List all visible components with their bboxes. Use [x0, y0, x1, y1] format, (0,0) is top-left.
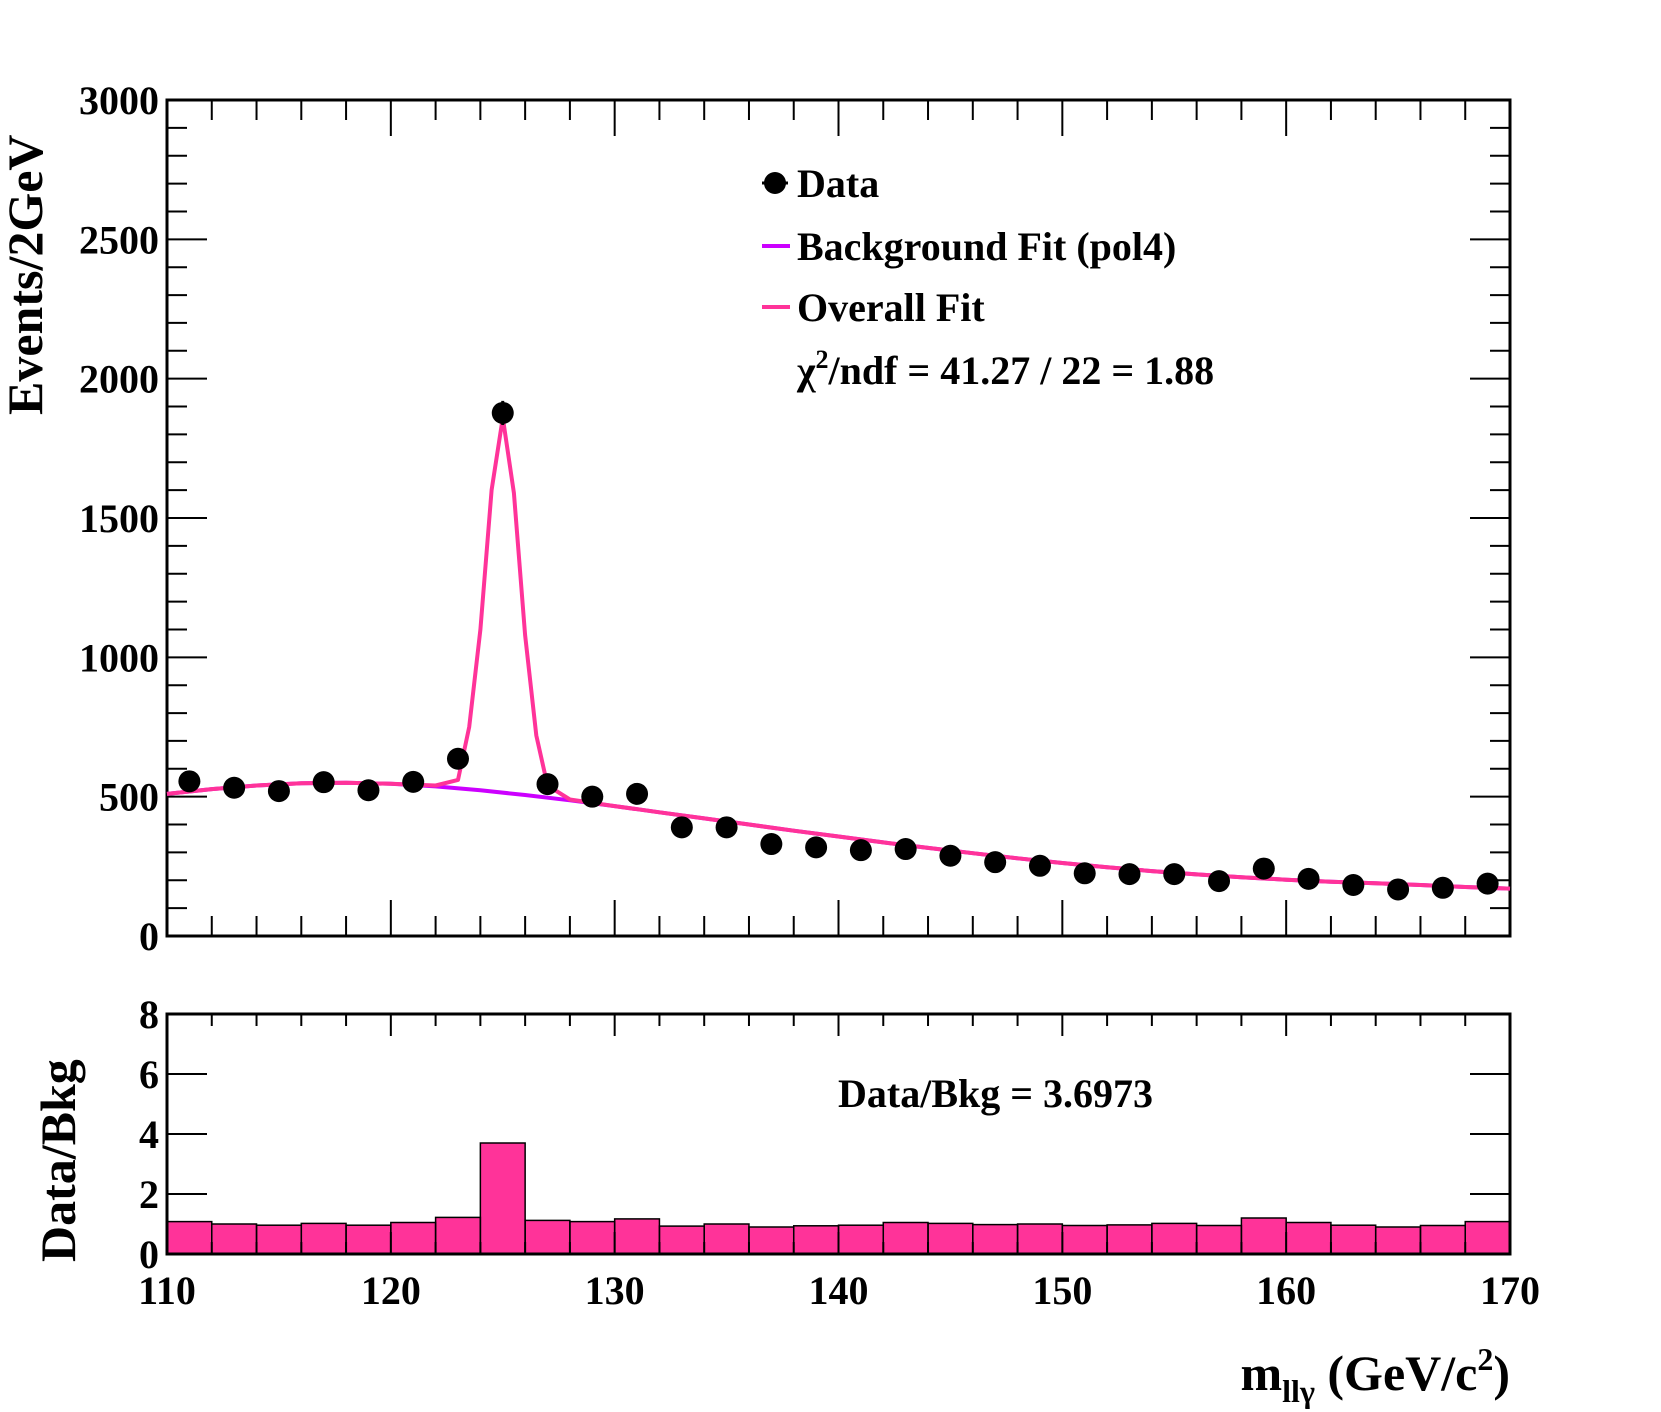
- main-data-points: [178, 400, 1499, 901]
- main-y-tick-label: 2500: [79, 217, 159, 262]
- ratio-y-tick-label: 6: [139, 1052, 159, 1097]
- ratio-y-tick-label: 4: [139, 1112, 159, 1157]
- main-y-tick-label: 0: [139, 914, 159, 959]
- legend-background-label: Background Fit (pol4): [797, 224, 1176, 269]
- main-y-tick-label: 1500: [79, 496, 159, 541]
- data-point: [1073, 862, 1096, 885]
- data-point: [939, 844, 962, 867]
- data-point: [1297, 867, 1320, 890]
- ratio-plot-frame: [165, 1012, 1512, 1256]
- data-point: [760, 833, 783, 856]
- data-point: [849, 839, 872, 862]
- x-axis-title: mllγ (GeV/c2): [1241, 1341, 1511, 1409]
- legend-entry-background-fit: Background Fit (pol4): [762, 224, 1176, 269]
- data-point: [1163, 863, 1186, 886]
- data-point: [178, 770, 201, 793]
- ratio-x-tick-label: 140: [809, 1268, 869, 1313]
- ratio-x-tick-label: 160: [1256, 1268, 1316, 1313]
- chi2-superscript: 2: [815, 345, 828, 374]
- ratio-y-ticks: 0 2 4 6 8: [139, 992, 1510, 1277]
- main-y-tick-label: 3000: [79, 78, 159, 123]
- data-point: [223, 776, 246, 799]
- ratio-histogram-fill: [167, 1143, 1510, 1254]
- data-point: [491, 401, 514, 424]
- data-point: [1387, 878, 1410, 901]
- legend-entry-data: Data: [762, 161, 879, 206]
- legend: Data Background Fit (pol4) Overall Fit χ…: [762, 161, 1214, 393]
- main-y-tick-label: 2000: [79, 357, 159, 402]
- main-panel: 0 500 1000 1500 2000 2500 3000 Events/2GeV Dat…: [0, 78, 1512, 959]
- main-y-axis-title: Events/2GeV: [0, 134, 53, 415]
- ratio-annotation: Data/Bkg = 3.6973: [838, 1071, 1153, 1116]
- data-point: [1252, 857, 1275, 880]
- x-axis-title-subscript: llγ: [1282, 1373, 1315, 1409]
- ratio-x-tick-label: 170: [1480, 1268, 1540, 1313]
- main-y-ticks: 0 500 1000 1500 2000 2500 3000: [79, 78, 1510, 959]
- x-axis-title-superscript: 2: [1477, 1341, 1493, 1377]
- legend-data-label: Data: [797, 161, 879, 206]
- data-point: [1118, 863, 1141, 886]
- ratio-y-tick-label: 2: [139, 1172, 159, 1217]
- x-axis-title-close: ): [1493, 1345, 1510, 1401]
- data-point: [1342, 874, 1365, 897]
- data-point: [1476, 872, 1499, 895]
- legend-overall-label: Overall Fit: [797, 285, 985, 330]
- data-point: [446, 747, 469, 770]
- legend-chi2-text: χ2/ndf = 41.27 / 22 = 1.88: [796, 345, 1214, 393]
- ratio-x-ticks: 110 120 130 140 150 160 170: [138, 1014, 1540, 1313]
- legend-entry-overall-fit: Overall Fit: [762, 285, 985, 330]
- data-point: [670, 816, 693, 839]
- data-point: [1431, 876, 1454, 899]
- data-point: [626, 782, 649, 805]
- ratio-x-tick-label: 130: [585, 1268, 645, 1313]
- x-axis-title-main: m: [1241, 1345, 1283, 1401]
- legend-data-marker: [764, 172, 786, 194]
- data-point: [267, 780, 290, 803]
- x-axis-title-unit: (GeV/c: [1315, 1345, 1477, 1401]
- ratio-x-tick-label: 110: [138, 1268, 196, 1313]
- overall-fit-curve: [166, 415, 1511, 891]
- ratio-x-tick-label: 150: [1032, 1268, 1092, 1313]
- data-point: [402, 770, 425, 793]
- ratio-y-tick-label: 8: [139, 992, 159, 1037]
- main-y-tick-label: 500: [99, 775, 159, 820]
- chi2-value: /ndf = 41.27 / 22 = 1.88: [827, 348, 1214, 393]
- ratio-y-tick-label: 0: [139, 1232, 159, 1277]
- data-point: [894, 838, 917, 861]
- data-point: [581, 785, 604, 808]
- data-point: [1208, 870, 1231, 893]
- ratio-panel: 0 2 4 6 8 110 120 130 140 150 160 170 Data/Bkg Dat…: [30, 992, 1540, 1313]
- data-point: [715, 816, 738, 839]
- main-x-ticks: [166, 100, 1511, 936]
- data-point: [357, 779, 380, 802]
- chi2-symbol: χ: [796, 348, 816, 393]
- data-point: [1028, 854, 1051, 877]
- data-point: [536, 773, 559, 796]
- main-y-tick-label: 1000: [79, 635, 159, 680]
- data-point: [312, 771, 335, 794]
- data-point: [984, 851, 1007, 874]
- data-point: [805, 836, 828, 859]
- ratio-x-tick-label: 120: [361, 1268, 421, 1313]
- main-fit-curves: [166, 415, 1511, 891]
- ratio-y-axis-title: Data/Bkg: [30, 1059, 86, 1262]
